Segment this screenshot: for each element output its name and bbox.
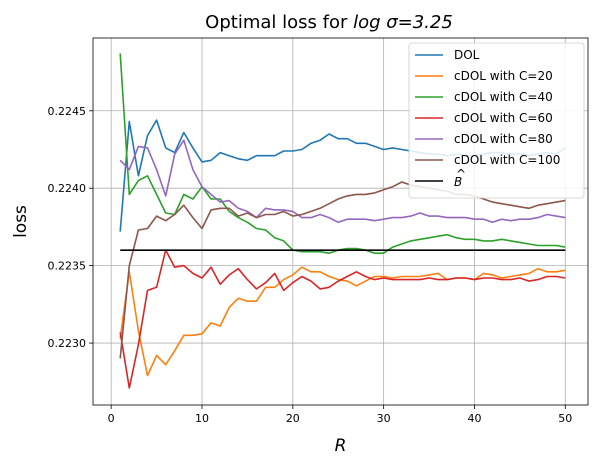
legend-label: cDOL with C=60 <box>454 111 553 125</box>
x-tick-label: 0 <box>108 412 115 425</box>
legend-label: cDOL with C=100 <box>454 153 560 167</box>
series-lines <box>119 53 566 389</box>
y-tick-label: 0.2240 <box>48 182 87 195</box>
x-axis-label: R <box>335 436 347 456</box>
x-tick-label: 40 <box>467 412 481 425</box>
y-axis-label: loss <box>11 205 31 238</box>
series-line-5 <box>119 181 566 359</box>
plot-frame <box>92 37 589 406</box>
legend-label-b-hat-accent: ^ <box>456 167 466 181</box>
series-line-4 <box>119 139 566 224</box>
legend-label: DOL <box>454 48 480 62</box>
chart-title-prefix: Optimal loss for <box>205 12 353 33</box>
x-tick-label: 10 <box>195 412 209 425</box>
legend-box <box>408 42 585 199</box>
legend: DOL cDOL with C=20 cDOL with C=40 cDOL with… <box>408 42 585 199</box>
chart-title-math: log σ=3.25 <box>353 12 453 33</box>
legend-label: cDOL with C=80 <box>454 132 553 146</box>
legend-label-b-hat: B <box>454 175 462 189</box>
y-tick-label: 0.2245 <box>48 105 87 118</box>
y-axis-ticks: 0.2230 0.2235 0.2240 0.2245 <box>48 105 93 350</box>
x-tick-label: 30 <box>377 412 391 425</box>
x-tick-label: 20 <box>286 412 300 425</box>
svg-text:Optimal loss for log σ=3.25: Optimal loss for log σ=3.25 <box>205 12 453 33</box>
x-tick-label: 50 <box>558 412 572 425</box>
chart-title: Optimal loss for log σ=3.25 <box>205 12 453 33</box>
series-line-1 <box>119 266 566 377</box>
y-tick-label: 0.2235 <box>48 260 87 273</box>
legend-label: cDOL with C=40 <box>454 90 553 104</box>
y-tick-label: 0.2230 <box>48 337 87 350</box>
x-axis-ticks: 0 10 20 30 40 50 <box>108 405 572 425</box>
legend-label: cDOL with C=20 <box>454 69 553 83</box>
series-line-3 <box>119 249 566 389</box>
